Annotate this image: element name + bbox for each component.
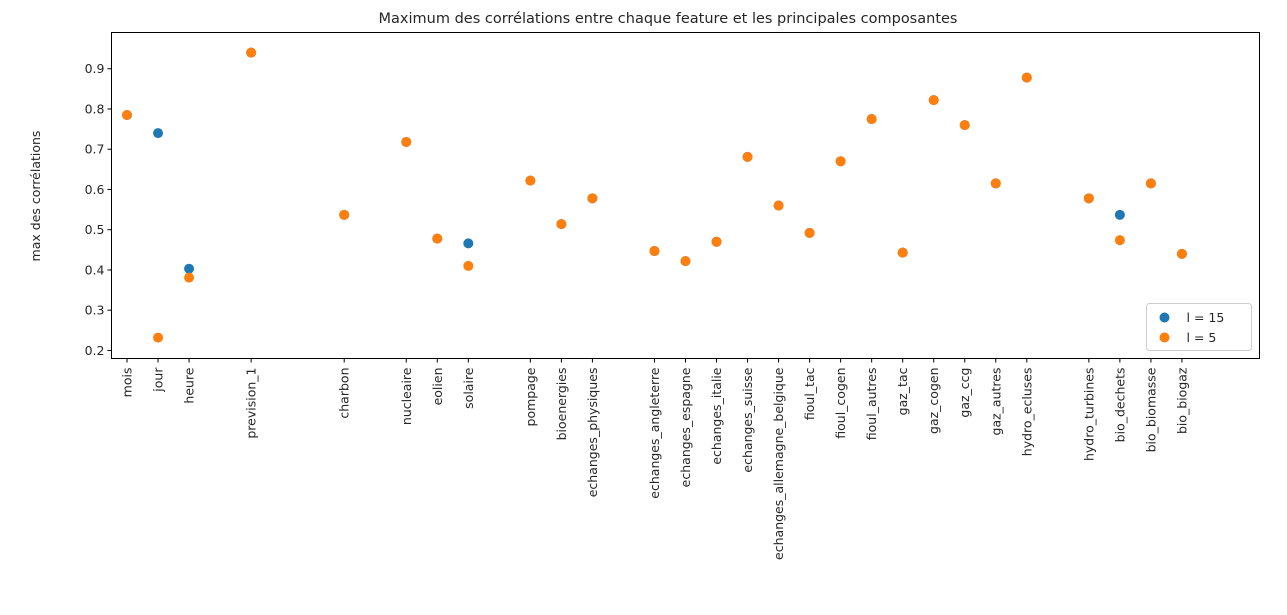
x-tick-label: gaz_cogen: [926, 368, 941, 434]
x-tick-label: echanges_allemagne_belgique: [771, 367, 786, 560]
x-tick-label: gaz_ccg: [957, 368, 972, 418]
x-tick-label: gaz_autres: [988, 368, 1003, 436]
legend: l = 15 l = 5: [1146, 303, 1252, 351]
data-point-series-2: [1021, 72, 1032, 83]
data-point-series-2: [153, 332, 164, 343]
data-points: [122, 47, 1187, 343]
data-point-series-2: [866, 114, 877, 125]
legend-box: [1146, 303, 1252, 351]
x-tick-label: echanges_italie: [709, 367, 724, 464]
x-tick-label: pompage: [523, 367, 538, 426]
y-tick-label: 0.4: [85, 262, 105, 277]
legend-marker: [1159, 312, 1170, 323]
data-point-series-2: [680, 256, 691, 267]
x-tick-label: gaz_tac: [895, 367, 910, 415]
data-point-series-2: [773, 200, 784, 211]
y-tick-label: 0.6: [85, 182, 105, 197]
legend-marker: [1159, 332, 1170, 343]
data-point-series-2: [649, 246, 660, 257]
x-tick-label: bio_dechets: [1112, 368, 1127, 443]
data-point-series-1: [184, 263, 195, 274]
x-tick-label: jour: [151, 367, 166, 393]
data-point-series-2: [1114, 235, 1125, 246]
data-point-series-2: [246, 47, 257, 58]
data-point-series-2: [990, 178, 1001, 189]
x-tick-label: eolien: [430, 368, 445, 406]
x-tick-label: solaire: [461, 367, 476, 409]
data-point-series-2: [928, 95, 939, 106]
x-tick-label: charbon: [337, 368, 352, 419]
y-tick-label: 0.8: [85, 101, 105, 116]
x-tick-label: hydro_ecluses: [1019, 368, 1034, 457]
x-tick-label: mois: [120, 368, 135, 398]
data-point-series-2: [122, 110, 133, 121]
x-tick-label: echanges_angleterre: [647, 367, 662, 499]
data-point-series-2: [339, 209, 350, 220]
data-point-series-2: [401, 136, 412, 147]
data-point-series-2: [835, 156, 846, 167]
x-tick-label: echanges_physiques: [585, 368, 600, 498]
x-tick-label: fioul_autres: [864, 368, 879, 441]
data-point-series-2: [184, 272, 195, 283]
data-point-series-1: [1114, 209, 1125, 220]
y-tick-label: 0.3: [85, 303, 105, 318]
x-tick-label: fioul_tac: [802, 367, 817, 420]
legend-label: l = 5: [1187, 330, 1217, 345]
data-point-series-2: [463, 260, 474, 271]
data-point-series-2: [525, 175, 536, 186]
data-point-series-2: [1145, 178, 1156, 189]
data-point-series-2: [711, 236, 722, 247]
data-point-series-2: [556, 219, 567, 230]
x-axis: mois jour heure prevision_1 charbon nucleaire…: [120, 358, 1189, 560]
x-tick-label: heure: [182, 367, 197, 403]
data-point-series-1: [463, 238, 474, 249]
data-point-series-2: [587, 193, 598, 204]
y-axis: 0.2 0.3 0.4 0.5 0.6 0.7 0.8 0.9: [85, 61, 112, 358]
plot-frame: [111, 32, 1260, 359]
legend-label: l = 15: [1187, 310, 1225, 325]
data-point-series-1: [153, 128, 164, 139]
x-tick-label: bio_biogaz: [1174, 367, 1189, 434]
data-point-series-2: [1176, 248, 1187, 259]
data-point-series-2: [742, 151, 753, 162]
data-point-series-2: [1083, 193, 1094, 204]
x-tick-label: echanges_espagne: [678, 367, 693, 487]
x-tick-label: bioenergies: [554, 368, 569, 441]
y-tick-label: 0.7: [85, 142, 105, 157]
x-tick-label: prevision_1: [244, 368, 259, 439]
y-tick-label: 0.2: [85, 343, 105, 358]
y-tick-label: 0.5: [85, 222, 105, 237]
chart-title: Maximum des corrélations entre chaque fe…: [379, 11, 958, 27]
x-tick-label: hydro_turbines: [1081, 368, 1096, 462]
data-point-series-2: [897, 247, 908, 258]
x-tick-label: bio_biomasse: [1143, 367, 1158, 452]
x-tick-label: echanges_suisse: [740, 367, 755, 472]
data-point-series-2: [959, 120, 970, 131]
x-tick-label: fioul_cogen: [833, 368, 848, 439]
data-point-series-2: [432, 233, 443, 244]
data-point-series-2: [804, 227, 815, 238]
x-tick-label: nucleaire: [399, 367, 414, 425]
y-axis-label: max des corrélations: [28, 131, 43, 262]
y-tick-label: 0.9: [85, 61, 105, 76]
